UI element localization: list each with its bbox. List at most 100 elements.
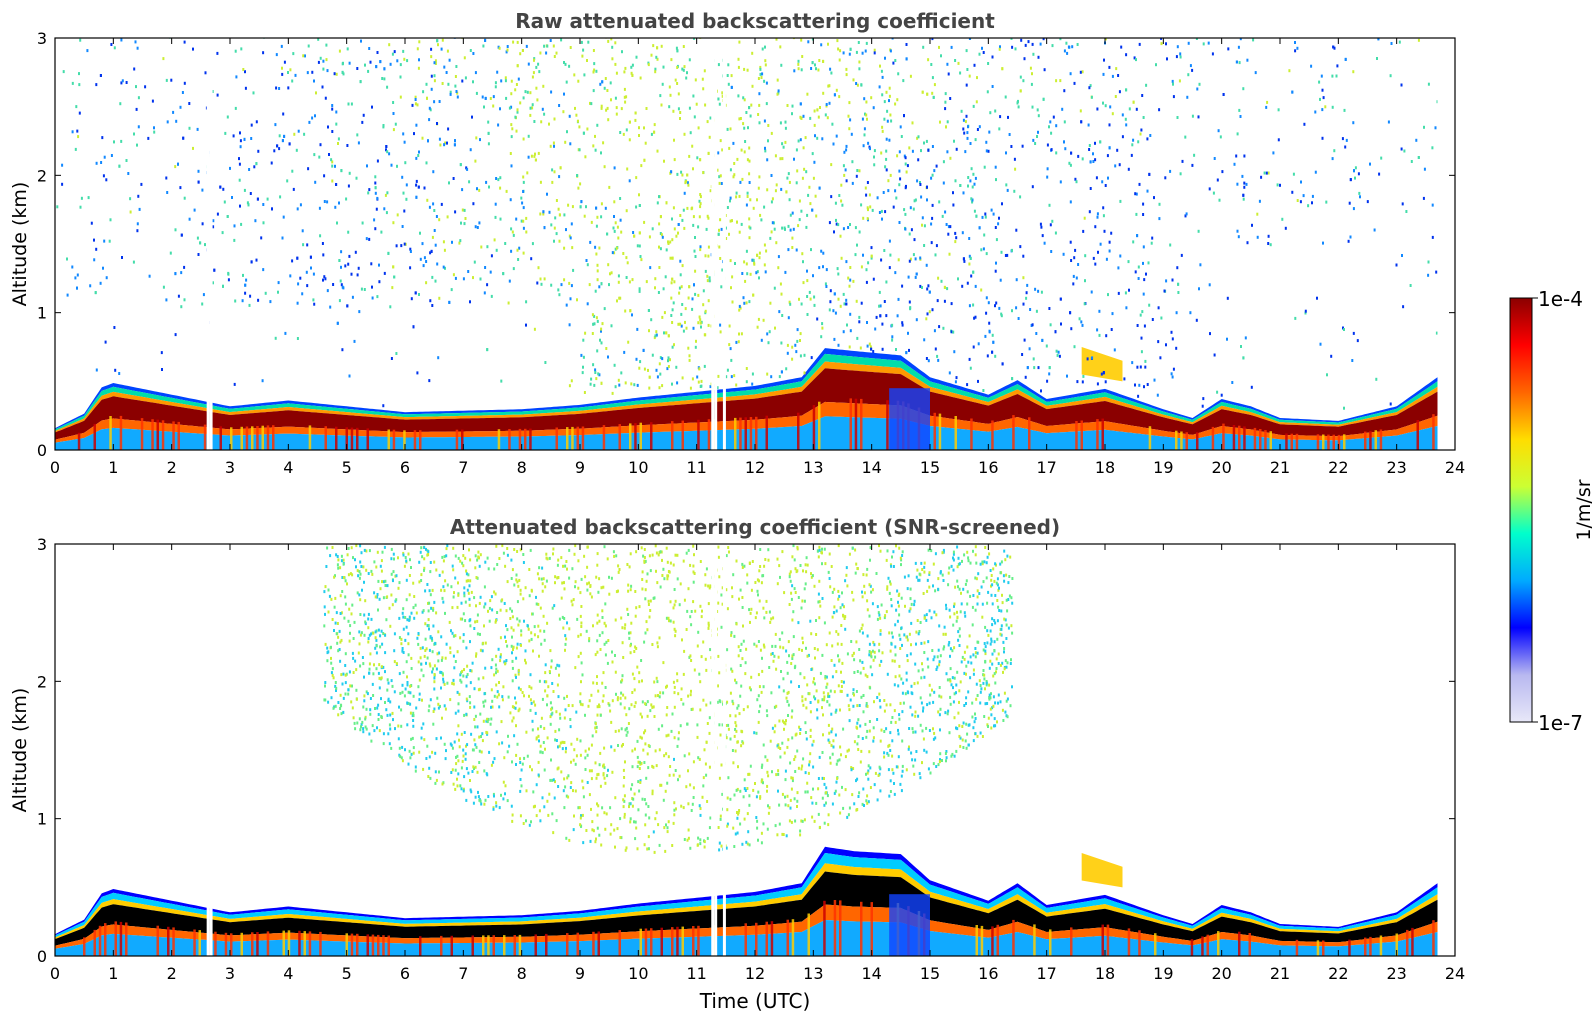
- noise-pixel: [754, 782, 756, 785]
- noise-pixel: [661, 82, 664, 86]
- noise-pixel: [462, 633, 465, 637]
- noise-pixel: [833, 690, 836, 694]
- noise-pixel: [137, 125, 140, 129]
- noise-pixel: [134, 40, 137, 44]
- noise-pixel: [619, 197, 622, 200]
- noise-pixel: [854, 253, 857, 257]
- noise-pixel: [216, 212, 219, 216]
- signal-streak: [975, 925, 978, 956]
- noise-pixel: [932, 562, 935, 566]
- noise-pixel: [931, 38, 934, 41]
- noise-pixel: [580, 824, 582, 828]
- noise-pixel: [1024, 43, 1027, 47]
- signal-streak: [870, 902, 873, 956]
- noise-pixel: [946, 287, 949, 291]
- noise-pixel: [372, 694, 375, 697]
- raw-panel-title: Raw attenuated backscattering coefficien…: [515, 9, 995, 33]
- noise-pixel: [837, 589, 840, 593]
- noise-pixel: [759, 72, 762, 76]
- noise-pixel: [400, 756, 403, 760]
- noise-pixel: [909, 206, 912, 210]
- noise-pixel: [1197, 229, 1200, 233]
- noise-pixel: [615, 692, 617, 696]
- noise-pixel: [601, 681, 604, 685]
- noise-pixel: [782, 689, 785, 693]
- noise-pixel: [892, 565, 895, 568]
- noise-pixel: [821, 326, 824, 330]
- noise-pixel: [995, 301, 998, 305]
- noise-pixel: [742, 708, 745, 712]
- noise-pixel: [706, 120, 709, 124]
- noise-pixel: [704, 309, 707, 313]
- signal-streak: [1290, 433, 1293, 450]
- noise-pixel: [932, 95, 935, 99]
- signal-streak: [413, 430, 417, 450]
- noise-pixel: [636, 244, 639, 248]
- noise-pixel: [601, 80, 604, 84]
- noise-pixel: [525, 216, 528, 220]
- noise-pixel: [707, 299, 710, 303]
- noise-pixel: [554, 216, 557, 220]
- noise-pixel: [558, 673, 560, 677]
- signal-streak: [1070, 927, 1073, 956]
- noise-pixel: [870, 254, 873, 258]
- noise-pixel: [456, 95, 459, 99]
- noise-pixel: [417, 185, 420, 189]
- noise-pixel: [1065, 41, 1068, 45]
- noise-pixel: [782, 145, 785, 149]
- noise-pixel: [461, 208, 464, 212]
- noise-pixel: [129, 210, 132, 214]
- noise-pixel: [196, 127, 199, 131]
- noise-pixel: [739, 180, 742, 184]
- noise-pixel: [1073, 81, 1076, 85]
- signal-streak: [119, 921, 123, 956]
- noise-pixel: [588, 769, 591, 773]
- screened-backscatter-panel: Attenuated backscattering coefficient (S…: [9, 515, 1465, 1013]
- noise-pixel: [892, 205, 895, 209]
- noise-pixel: [250, 260, 253, 264]
- noise-pixel: [361, 588, 363, 592]
- noise-pixel: [668, 105, 671, 109]
- noise-pixel: [350, 700, 353, 704]
- noise-pixel: [424, 622, 427, 626]
- noise-pixel: [556, 563, 559, 567]
- noise-pixel: [486, 717, 489, 721]
- noise-pixel: [1015, 228, 1018, 232]
- noise-pixel: [638, 366, 641, 370]
- noise-pixel: [803, 167, 806, 171]
- noise-pixel: [406, 723, 409, 727]
- noise-pixel: [347, 230, 350, 234]
- noise-pixel: [866, 675, 869, 679]
- noise-pixel: [395, 574, 398, 578]
- noise-pixel: [968, 254, 971, 258]
- noise-pixel: [680, 312, 683, 316]
- signal-streak: [749, 417, 753, 450]
- noise-pixel: [787, 316, 790, 320]
- noise-pixel: [367, 617, 370, 621]
- noise-pixel: [428, 662, 431, 666]
- noise-pixel: [1170, 330, 1173, 334]
- noise-pixel: [1021, 144, 1024, 148]
- noise-pixel: [642, 348, 645, 352]
- noise-pixel: [803, 371, 806, 375]
- noise-pixel: [533, 57, 536, 61]
- noise-pixel: [1040, 389, 1042, 393]
- noise-pixel: [528, 685, 531, 689]
- noise-pixel: [888, 794, 891, 798]
- noise-pixel: [1001, 67, 1004, 71]
- low-signal-region: [889, 894, 930, 956]
- noise-pixel: [1345, 138, 1348, 142]
- noise-pixel: [519, 52, 522, 56]
- signal-streak: [970, 418, 973, 450]
- noise-pixel: [953, 676, 956, 680]
- noise-pixel: [775, 773, 778, 777]
- noise-pixel: [544, 689, 547, 693]
- noise-pixel: [599, 751, 602, 755]
- noise-pixel: [1079, 70, 1082, 74]
- noise-pixel: [900, 677, 903, 681]
- noise-pixel: [406, 59, 409, 63]
- noise-pixel: [113, 326, 116, 329]
- noise-pixel: [489, 599, 492, 603]
- noise-pixel: [693, 553, 695, 557]
- noise-pixel: [499, 217, 502, 221]
